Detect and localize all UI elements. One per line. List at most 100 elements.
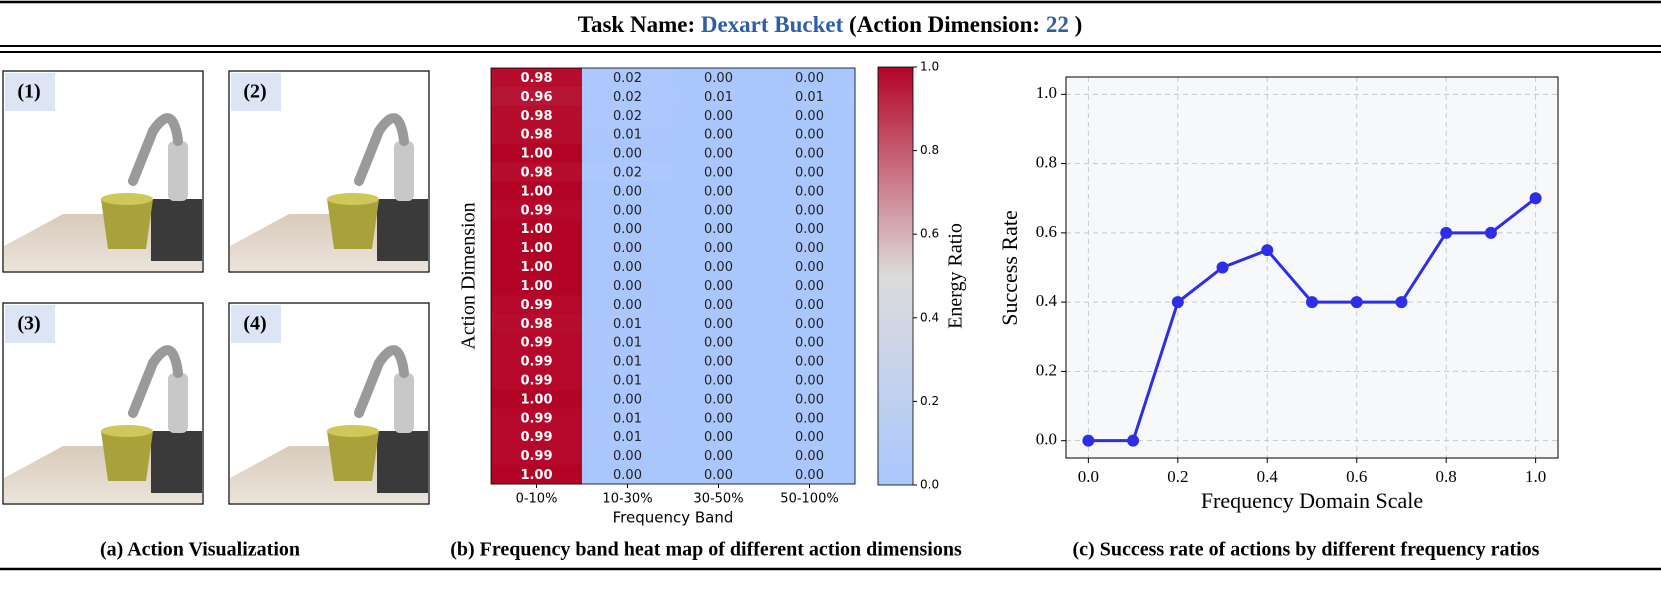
y-tick-label: 0.6	[1036, 222, 1057, 241]
data-point	[1440, 226, 1453, 239]
heat-cell	[673, 389, 765, 409]
cell-label: 0.00	[795, 109, 824, 124]
cell-label: 0.01	[704, 90, 733, 105]
y-tick-label: 0.2	[1036, 360, 1057, 379]
heat-cell	[764, 370, 856, 390]
header-dimension: 22	[1046, 12, 1069, 37]
heat-cell	[764, 124, 856, 145]
caption: (b) Frequency band heat map of different…	[450, 539, 962, 561]
x-tick-label: 0.8	[1436, 467, 1457, 486]
heat-cell	[491, 200, 583, 220]
heat-cell	[673, 294, 765, 315]
cell-label: 0.01	[613, 374, 642, 389]
x-tick-label: 0-10%	[516, 492, 558, 507]
bucket-rim	[101, 425, 153, 437]
heat-cell	[764, 351, 856, 372]
heat-cell	[764, 105, 856, 126]
cell-label: 0.00	[613, 241, 642, 256]
scene-label: (2)	[243, 81, 266, 103]
data-point	[1171, 296, 1184, 309]
cell-label: 0.00	[795, 222, 824, 237]
heat-cell	[491, 143, 583, 164]
header-title: Task Name: Dexart Bucket (Action Dimensi…	[578, 12, 1083, 37]
heat-cell	[582, 408, 674, 428]
y-tick-label: 0.4	[1036, 291, 1058, 310]
cell-label: 0.00	[795, 279, 824, 294]
cell-label: 0.00	[795, 71, 824, 86]
bucket	[327, 199, 379, 249]
caption: (c) Success rate of actions by different…	[1073, 539, 1540, 561]
heat-cell	[491, 408, 583, 428]
heat-cell	[491, 257, 583, 277]
heat-cell	[491, 86, 583, 107]
colorbar-tick-label: 0.8	[920, 143, 939, 157]
cell-label: 0.99	[520, 430, 552, 445]
heat-cell	[764, 200, 856, 220]
heat-cell	[673, 408, 765, 428]
cell-label: 0.00	[795, 298, 824, 313]
cell-label: 0.00	[704, 260, 733, 275]
x-tick-label: 50-100%	[780, 492, 838, 507]
colorbar-tick-label: 0.0	[920, 478, 939, 492]
heat-cell	[582, 143, 674, 164]
y-axis-label: Success Rate	[997, 210, 1022, 325]
heat-cell	[673, 465, 765, 485]
cell-label: 1.00	[520, 222, 552, 237]
box	[151, 431, 202, 493]
data-point	[1127, 434, 1140, 447]
heat-cell	[491, 389, 583, 409]
cell-label: 0.00	[704, 71, 733, 86]
heat-cell	[764, 332, 856, 353]
cell-label: 0.00	[704, 147, 733, 162]
cell-label: 0.00	[613, 203, 642, 218]
heat-cell	[491, 313, 583, 334]
heat-cell	[582, 181, 674, 201]
heat-cell	[491, 181, 583, 201]
heat-cell	[582, 200, 674, 220]
heat-cell	[673, 219, 765, 239]
header-middle: (Action Dimension:	[843, 12, 1046, 37]
heat-cell	[764, 276, 856, 296]
data-point	[1082, 434, 1095, 447]
cell-label: 0.00	[613, 392, 642, 407]
robot-arm	[128, 113, 183, 186]
bucket	[101, 431, 153, 481]
cell-label: 0.01	[613, 336, 642, 351]
heat-cell	[491, 105, 583, 126]
cell-label: 0.00	[795, 128, 824, 143]
heat-cell	[582, 465, 674, 485]
x-tick-label: 10-30%	[602, 492, 652, 507]
cell-label: 1.00	[520, 184, 552, 199]
heat-cell	[491, 162, 583, 182]
cell-label: 1.00	[520, 241, 552, 256]
heat-cell	[491, 68, 583, 88]
cell-label: 0.02	[613, 109, 642, 124]
cell-label: 0.00	[795, 411, 824, 426]
cell-label: 0.00	[704, 336, 733, 351]
y-tick-label: 0.8	[1036, 152, 1057, 171]
robot-base	[168, 141, 188, 201]
heat-cell	[582, 446, 674, 466]
cell-label: 0.98	[520, 317, 552, 332]
cell-label: 0.98	[520, 71, 552, 86]
robot-arm	[128, 345, 183, 418]
cell-label: 0.00	[704, 411, 733, 426]
robot-arm	[354, 345, 409, 418]
bucket	[327, 431, 379, 481]
heat-cell	[582, 370, 674, 390]
cell-label: 0.00	[613, 260, 642, 275]
colorbar-label: Energy Ratio	[945, 223, 967, 329]
cell-label: 0.00	[795, 430, 824, 445]
robot-arm	[354, 113, 409, 186]
heat-cell	[673, 68, 765, 88]
heat-cell	[491, 370, 583, 390]
box	[151, 199, 202, 261]
cell-label: 0.00	[795, 336, 824, 351]
cell-label: 0.00	[704, 241, 733, 256]
heat-cell	[491, 465, 583, 485]
cell-label: 0.00	[704, 430, 733, 445]
cell-label: 0.00	[795, 203, 824, 218]
x-tick-label: 1.0	[1525, 467, 1546, 486]
cell-label: 0.00	[704, 298, 733, 313]
